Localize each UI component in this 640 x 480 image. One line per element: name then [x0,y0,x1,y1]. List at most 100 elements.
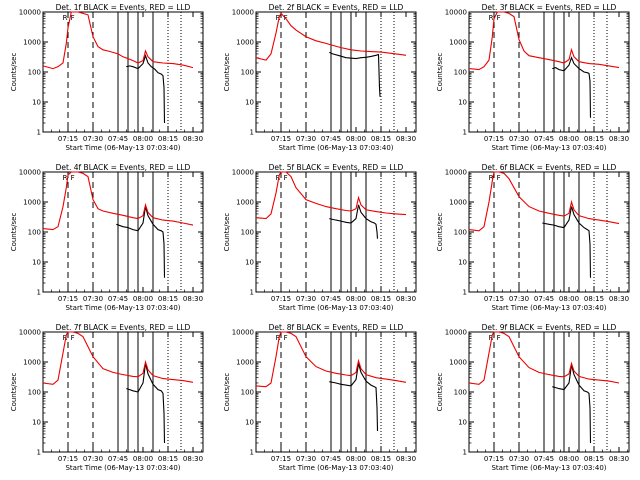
x-tick-label: 07:45 [321,295,341,303]
series-lld-line [42,331,194,385]
x-tick-label: 07:30 [509,135,529,143]
x-tick-label: 08:30 [609,455,629,463]
x-tick-label: 07:30 [509,455,529,463]
marker-label-f: F [284,174,288,182]
marker-label-r: R [276,174,281,182]
y-tick-label: 100 [241,389,254,397]
y-tick-label: 1000 [236,39,254,47]
marker-label-f: F [284,334,288,342]
plot-frame [468,331,630,453]
x-tick-label: 08:15 [584,455,604,463]
x-tick-label: 07:30 [83,295,103,303]
series-events-line [552,56,592,118]
panel-1: Det. 1f BLACK = Events, RED = LLD 1 10 100 1… [10,3,204,152]
series-events-line [552,364,592,444]
x-tick-label: 08:30 [609,295,629,303]
y-axis-label: Counts/sec [436,53,444,92]
y-tick-label: 10 [32,259,41,267]
y-tick-label: 10 [32,99,41,107]
x-tick-label: 08:15 [584,135,604,143]
y-tick-label: 1 [463,289,467,297]
x-axis-label: Start Time (06-May-13 07:03:40) [491,464,606,472]
x-tick-label: 07:30 [509,295,529,303]
panel-title: Det. 3f BLACK = Events, RED = LLD [482,3,617,12]
series-events-line [329,204,379,239]
y-tick-label: 10000 [232,329,254,337]
y-tick-label: 1 [37,129,41,137]
x-tick-label: 08:00 [559,135,579,143]
panel-3: Det. 3f BLACK = Events, RED = LLD 1 10 100 1… [436,3,630,152]
x-tick-label: 08:00 [133,135,153,143]
y-tick-label: 10000 [445,169,467,177]
x-axis-label: Start Time (06-May-13 07:03:40) [278,304,393,312]
x-tick-label: 07:45 [534,135,554,143]
y-tick-label: 10 [458,99,467,107]
x-tick-label: 08:30 [396,295,416,303]
y-tick-label: 1 [250,449,254,457]
y-axis-label: Counts/sec [10,213,18,252]
x-tick-label: 07:15 [58,455,78,463]
x-tick-label: 08:15 [158,135,178,143]
marker-label-f: F [71,334,75,342]
x-tick-label: 08:15 [158,455,178,463]
x-tick-label: 08:00 [346,135,366,143]
y-tick-label: 10000 [19,9,41,17]
y-tick-label: 10000 [232,169,254,177]
marker-label-r: R [276,14,281,22]
y-tick-label: 1000 [236,359,254,367]
y-axis-label: Counts/sec [223,213,231,252]
series-events-line [126,53,166,124]
y-tick-label: 1000 [449,359,467,367]
x-tick-label: 07:15 [271,455,291,463]
x-tick-label: 08:30 [183,455,203,463]
y-axis-label: Counts/sec [436,213,444,252]
panel-title: Det. 4f BLACK = Events, RED = LLD [56,163,191,172]
y-tick-label: 10000 [19,329,41,337]
y-tick-label: 1000 [23,39,41,47]
x-tick-label: 07:30 [296,295,316,303]
y-tick-label: 10 [32,419,41,427]
x-tick-label: 08:30 [183,135,203,143]
series-lld-line [42,171,194,231]
x-tick-label: 08:00 [346,295,366,303]
marker-label-r: R [489,14,494,22]
x-tick-label: 08:30 [396,455,416,463]
x-tick-label: 08:30 [609,135,629,143]
panel-9: Det. 9f BLACK = Events, RED = LLD 1 10 100 1… [436,323,630,472]
y-tick-label: 1000 [449,39,467,47]
x-tick-label: 07:15 [484,295,504,303]
x-tick-label: 07:45 [321,135,341,143]
x-axis-label: Start Time (06-May-13 07:03:40) [65,144,180,152]
plot-frame [255,331,417,453]
y-tick-label: 100 [454,69,467,77]
panel-5: Det. 5f BLACK = Events, RED = LLD 1 10 100 1… [223,163,417,312]
y-axis-label: Counts/sec [223,53,231,92]
panel-title: Det. 9f BLACK = Events, RED = LLD [482,323,617,332]
marker-label-f: F [497,334,501,342]
x-tick-label: 07:15 [58,135,78,143]
x-axis-label: Start Time (06-May-13 07:03:40) [278,464,393,472]
series-lld-line [255,12,407,61]
x-tick-label: 08:15 [371,455,391,463]
y-tick-label: 100 [28,69,41,77]
y-tick-label: 100 [241,229,254,237]
x-axis-label: Start Time (06-May-13 07:03:40) [491,304,606,312]
y-tick-label: 10 [245,419,254,427]
y-tick-label: 1 [37,449,41,457]
y-tick-label: 10 [458,259,467,267]
panel-7: Det. 7f BLACK = Events, RED = LLD 1 10 100 1… [10,323,204,472]
y-tick-label: 1000 [449,199,467,207]
series-lld-line [468,331,620,385]
plot-frame [42,331,204,453]
x-tick-label: 07:30 [296,455,316,463]
series-events-line [116,206,166,278]
x-axis-label: Start Time (06-May-13 07:03:40) [65,304,180,312]
x-tick-label: 08:00 [559,455,579,463]
x-tick-label: 08:30 [396,135,416,143]
marker-label-r: R [489,334,494,342]
panel-title: Det. 5f BLACK = Events, RED = LLD [269,163,404,172]
panel-title: Det. 1f BLACK = Events, RED = LLD [56,3,191,12]
x-tick-label: 07:45 [534,455,554,463]
y-tick-label: 1 [463,449,467,457]
